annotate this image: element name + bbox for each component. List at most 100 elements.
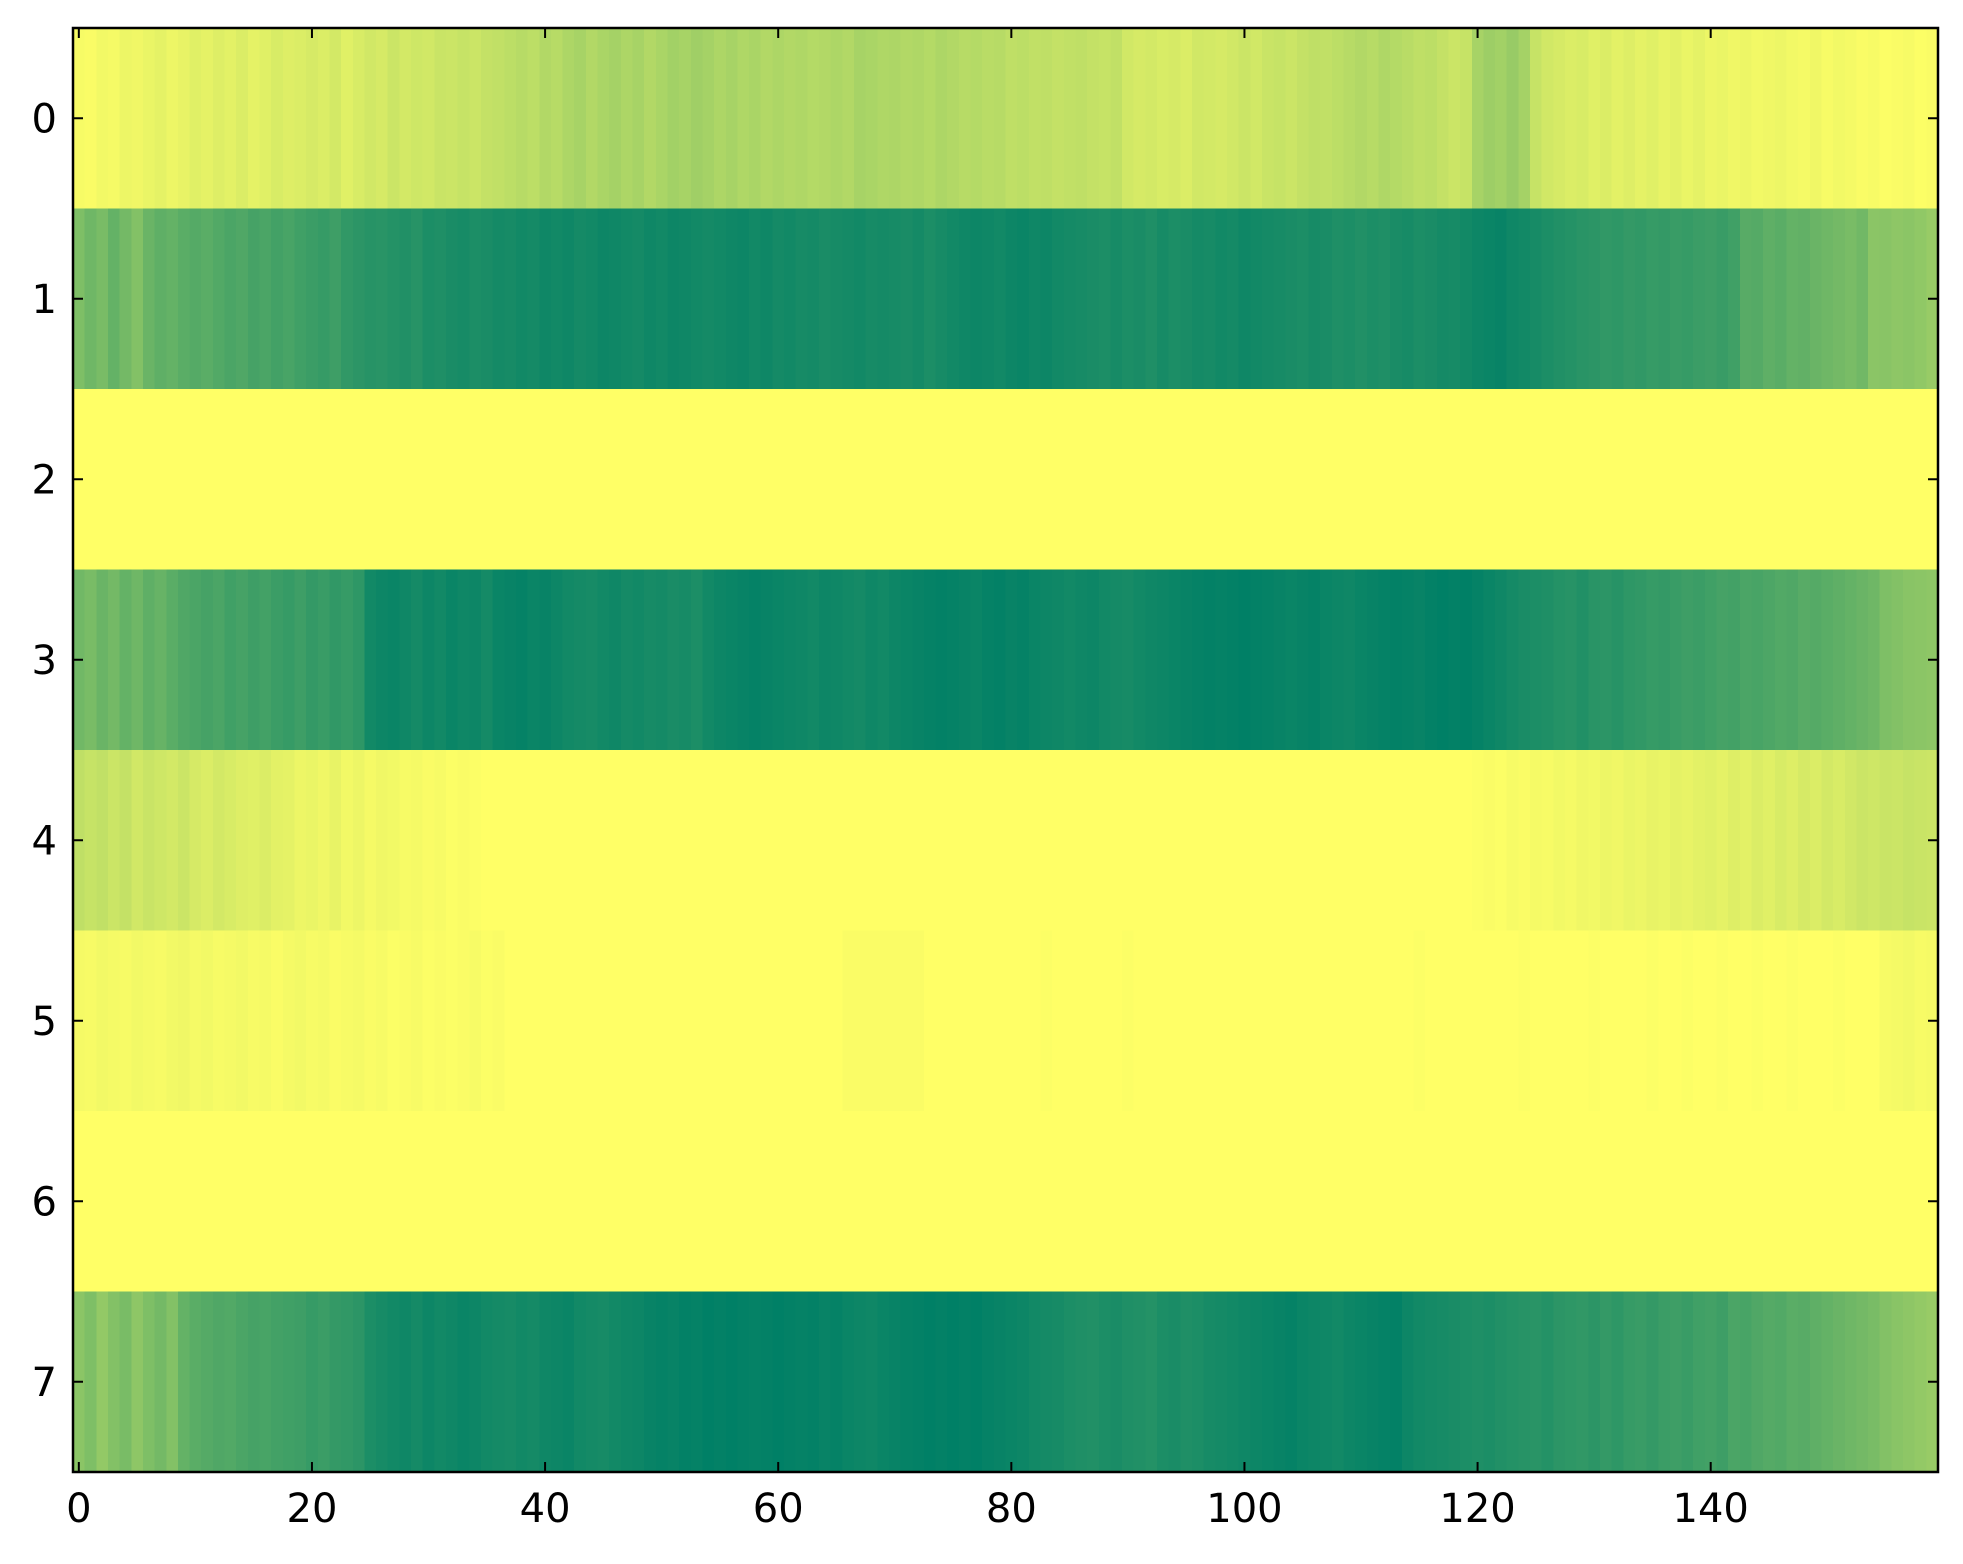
heatmap-cell xyxy=(1483,569,1496,751)
heatmap-cell xyxy=(620,28,634,209)
heatmap-cell xyxy=(1844,1111,1858,1292)
heatmap-cell xyxy=(1541,1111,1554,1292)
heatmap-cell xyxy=(1040,208,1053,390)
heatmap-cell xyxy=(1716,569,1729,751)
heatmap-cell xyxy=(1658,569,1671,751)
heatmap-cell xyxy=(434,750,447,931)
heatmap-cell xyxy=(597,930,610,1112)
heatmap-cell xyxy=(1238,389,1251,570)
heatmap-cell xyxy=(434,1291,447,1473)
heatmap-cell xyxy=(1739,389,1753,570)
heatmap-cell xyxy=(539,569,552,751)
heatmap-cell xyxy=(1320,930,1333,1112)
heatmap-cell xyxy=(772,28,785,209)
heatmap-cell xyxy=(1530,1111,1543,1292)
heatmap-cell xyxy=(597,389,610,570)
heatmap-cell xyxy=(1122,930,1135,1112)
heatmap-cell xyxy=(1506,569,1519,751)
heatmap-cell xyxy=(1774,1111,1788,1292)
heatmap-cell xyxy=(504,750,517,931)
heatmap-cell xyxy=(1331,750,1345,931)
heatmap-cell xyxy=(1809,750,1823,931)
heatmap-cell xyxy=(830,208,843,390)
heatmap-cell xyxy=(201,28,214,209)
heatmap-cell xyxy=(807,389,820,570)
heatmap-cell xyxy=(784,208,797,390)
heatmap-cell xyxy=(1681,1291,1694,1473)
heatmap-cell xyxy=(1378,930,1391,1112)
heatmap-cell xyxy=(1611,930,1624,1112)
heatmap-cell xyxy=(1448,750,1461,931)
heatmap-cell xyxy=(1425,1291,1438,1473)
heatmap-cell xyxy=(1343,1111,1356,1292)
heatmap-cell xyxy=(888,930,902,1112)
heatmap-cell xyxy=(1786,1291,1799,1473)
heatmap-cell xyxy=(1436,1111,1450,1292)
heatmap-cell xyxy=(422,389,435,570)
heatmap-cell xyxy=(317,1291,331,1473)
heatmap-cell xyxy=(1390,1111,1403,1292)
heatmap-cell xyxy=(154,28,167,209)
heatmap-cell xyxy=(714,569,727,751)
heatmap-cell xyxy=(177,208,191,390)
heatmap-cell xyxy=(1786,389,1799,570)
heatmap-cell xyxy=(1751,208,1764,390)
heatmap-cell xyxy=(119,930,132,1112)
heatmap-cell xyxy=(1588,28,1601,209)
heatmap-cell xyxy=(224,569,237,751)
heatmap-cell xyxy=(1856,1111,1869,1292)
heatmap-cell xyxy=(1052,28,1065,209)
heatmap-cell xyxy=(958,28,972,209)
heatmap-cell xyxy=(562,569,575,751)
heatmap-cell xyxy=(1565,930,1578,1112)
heatmap-cell xyxy=(1728,569,1741,751)
heatmap-cell xyxy=(469,569,482,751)
heatmap-cell xyxy=(888,569,902,751)
heatmap-cell xyxy=(1821,1111,1834,1292)
heatmap-cell xyxy=(457,208,470,390)
heatmap-cell xyxy=(970,1111,983,1292)
heatmap-cell xyxy=(807,930,820,1112)
heatmap-cell xyxy=(1693,930,1706,1112)
heatmap-cell xyxy=(376,389,389,570)
heatmap-cell xyxy=(1669,569,1683,751)
heatmap-cell xyxy=(1296,208,1310,390)
heatmap-cell xyxy=(247,28,261,209)
heatmap-cell xyxy=(958,750,972,931)
heatmap-cell xyxy=(1355,930,1368,1112)
heatmap-cell xyxy=(1005,28,1018,209)
heatmap-cell xyxy=(1250,569,1263,751)
heatmap-cell xyxy=(446,208,459,390)
heatmap-cell xyxy=(387,1111,400,1292)
heatmap-cell xyxy=(84,208,97,390)
heatmap-cell xyxy=(1261,389,1275,570)
heatmap-cell xyxy=(690,1291,704,1473)
heatmap-cell xyxy=(1203,208,1216,390)
heatmap-cell xyxy=(585,28,599,209)
heatmap-cell xyxy=(900,208,913,390)
heatmap-cell xyxy=(177,750,191,931)
heatmap-cell xyxy=(1506,208,1519,390)
heatmap-cell xyxy=(1413,208,1426,390)
heatmap-cell xyxy=(504,1291,517,1473)
heatmap-cell xyxy=(1611,750,1624,931)
heatmap-cell xyxy=(306,1291,319,1473)
heatmap-cell xyxy=(1448,1111,1461,1292)
heatmap-cell xyxy=(1903,930,1916,1112)
heatmap-cell xyxy=(1576,569,1589,751)
heatmap-cell xyxy=(1518,389,1531,570)
heatmap-cell xyxy=(1273,28,1286,209)
heatmap-cell xyxy=(1401,28,1415,209)
heatmap-cell xyxy=(224,208,237,390)
heatmap-cell xyxy=(352,569,366,751)
heatmap-cell xyxy=(1390,930,1403,1112)
heatmap-cell xyxy=(492,389,505,570)
y-tick-label: 2 xyxy=(32,457,57,503)
heatmap-cell xyxy=(201,389,214,570)
heatmap-cell xyxy=(784,750,797,931)
heatmap-cell xyxy=(1413,569,1426,751)
heatmap-cell xyxy=(247,208,261,390)
heatmap-cell xyxy=(84,750,97,931)
